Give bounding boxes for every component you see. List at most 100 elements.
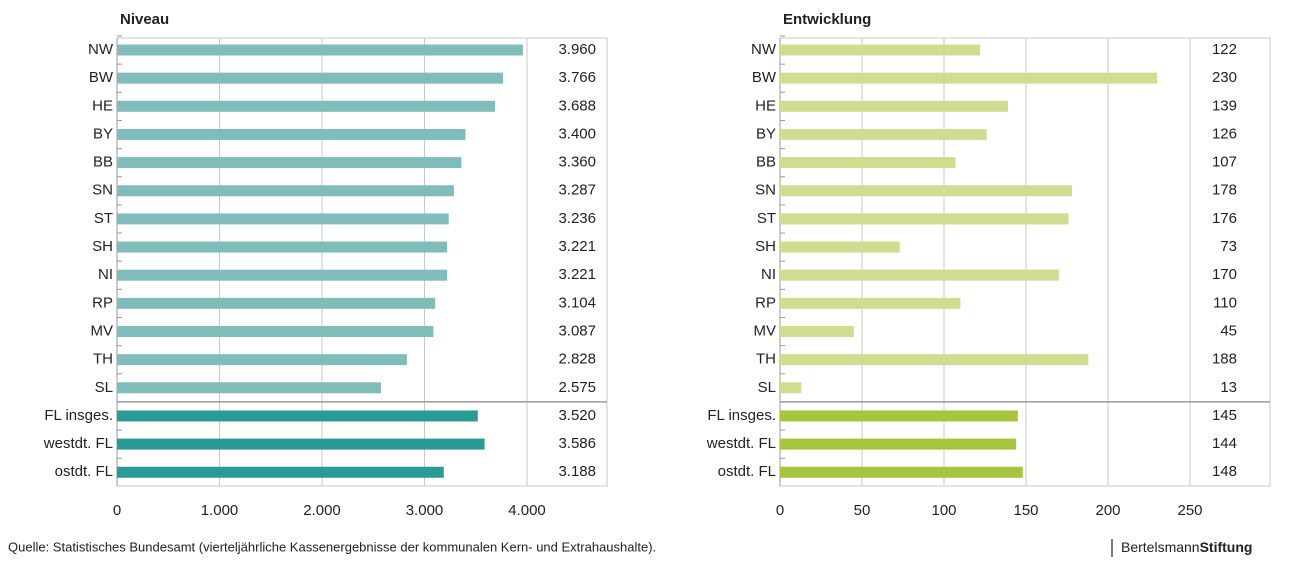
y-tick-label: TH bbox=[756, 351, 776, 368]
value-label: 45 bbox=[1220, 322, 1237, 339]
y-tick-label: NI bbox=[98, 266, 113, 283]
value-label: 3.104 bbox=[558, 294, 596, 311]
bar bbox=[780, 269, 1059, 281]
value-label: 3.766 bbox=[558, 69, 596, 86]
x-tick-label: 100 bbox=[931, 502, 956, 519]
bar bbox=[780, 157, 956, 169]
x-tick-label: 4.000 bbox=[508, 502, 546, 519]
value-label: 2.828 bbox=[558, 351, 596, 368]
value-label: 3.221 bbox=[558, 266, 596, 283]
y-tick-label: SH bbox=[755, 238, 776, 255]
value-label: 3.688 bbox=[558, 97, 596, 114]
y-tick-label: MV bbox=[91, 322, 114, 339]
y-tick-label: FL insges. bbox=[707, 407, 776, 424]
x-tick-label: 3.000 bbox=[406, 502, 444, 519]
y-tick-label: westdt. FL bbox=[43, 435, 113, 452]
bar bbox=[780, 438, 1017, 450]
value-label: 3.586 bbox=[558, 435, 596, 452]
y-tick-label: ostdt. FL bbox=[55, 463, 113, 480]
y-tick-label: HE bbox=[92, 97, 113, 114]
value-label: 148 bbox=[1212, 463, 1237, 480]
chart-title: Niveau bbox=[120, 11, 169, 28]
y-tick-label: ostdt. FL bbox=[718, 463, 776, 480]
bar bbox=[780, 241, 900, 253]
y-tick-label: westdt. FL bbox=[706, 435, 776, 452]
y-tick-label: SL bbox=[95, 379, 113, 396]
y-tick-label: NW bbox=[88, 41, 114, 58]
bar bbox=[780, 100, 1008, 112]
bar bbox=[780, 326, 854, 337]
y-tick-label: BB bbox=[93, 154, 113, 171]
y-tick-label: TH bbox=[93, 351, 113, 368]
y-tick-label: BW bbox=[89, 69, 114, 86]
x-tick-label: 1.000 bbox=[201, 502, 239, 519]
bar bbox=[117, 326, 434, 337]
value-label: 107 bbox=[1212, 154, 1237, 171]
bar bbox=[117, 241, 448, 253]
bar bbox=[117, 466, 444, 478]
value-label: 122 bbox=[1212, 41, 1237, 58]
value-label: 2.575 bbox=[558, 379, 596, 396]
value-label: 3.360 bbox=[558, 154, 596, 171]
bar bbox=[780, 382, 802, 394]
y-tick-label: BW bbox=[752, 69, 777, 86]
value-label: 188 bbox=[1212, 351, 1237, 368]
value-label: 176 bbox=[1212, 210, 1237, 227]
value-label: 145 bbox=[1212, 407, 1237, 424]
value-label: 170 bbox=[1212, 266, 1237, 283]
bar bbox=[117, 269, 448, 281]
y-tick-label: RP bbox=[92, 294, 113, 311]
value-label: 3.188 bbox=[558, 463, 596, 480]
value-label: 3.400 bbox=[558, 125, 596, 142]
source-note: Quelle: Statistisches Bundesamt (viertel… bbox=[8, 539, 656, 554]
x-tick-label: 0 bbox=[776, 502, 784, 519]
brand-logo: BertelsmannStiftung bbox=[1121, 539, 1252, 555]
x-tick-label: 2.000 bbox=[303, 502, 341, 519]
value-label: 110 bbox=[1213, 294, 1237, 311]
value-label: 3.236 bbox=[558, 210, 596, 227]
bar bbox=[117, 213, 449, 225]
bar bbox=[117, 100, 496, 112]
y-tick-label: BY bbox=[756, 125, 776, 142]
value-label: 126 bbox=[1212, 125, 1237, 142]
bar bbox=[117, 354, 407, 366]
value-label: 3.287 bbox=[558, 182, 596, 199]
y-tick-label: MV bbox=[754, 322, 777, 339]
bar bbox=[117, 128, 466, 140]
bar bbox=[780, 185, 1072, 197]
bar bbox=[780, 44, 981, 56]
x-tick-label: 0 bbox=[113, 502, 121, 519]
y-tick-label: SN bbox=[92, 182, 113, 199]
value-label: 3.520 bbox=[558, 407, 596, 424]
value-label: 144 bbox=[1212, 435, 1237, 452]
bar bbox=[117, 185, 454, 197]
value-label: 73 bbox=[1220, 238, 1237, 255]
chart-title: Entwicklung bbox=[783, 11, 871, 28]
y-tick-label: ST bbox=[757, 210, 776, 227]
bar bbox=[780, 410, 1018, 422]
bar bbox=[117, 438, 485, 450]
bar bbox=[117, 72, 504, 84]
bar bbox=[117, 44, 523, 56]
bar bbox=[780, 128, 987, 140]
value-label: 3.960 bbox=[558, 41, 596, 58]
y-tick-label: RP bbox=[755, 294, 776, 311]
y-tick-label: SH bbox=[92, 238, 113, 255]
value-label: 139 bbox=[1212, 97, 1237, 114]
value-label: 13 bbox=[1220, 379, 1237, 396]
bar bbox=[780, 466, 1023, 478]
x-tick-label: 250 bbox=[1177, 502, 1202, 519]
bar bbox=[780, 297, 961, 309]
bar bbox=[117, 297, 436, 309]
y-tick-label: BB bbox=[756, 154, 776, 171]
y-tick-label: SL bbox=[758, 379, 776, 396]
x-tick-label: 150 bbox=[1013, 502, 1038, 519]
bar bbox=[780, 354, 1089, 366]
bar bbox=[117, 410, 478, 422]
bar bbox=[780, 213, 1069, 225]
y-tick-label: SN bbox=[755, 182, 776, 199]
y-tick-label: NW bbox=[751, 41, 777, 58]
value-label: 3.221 bbox=[558, 238, 596, 255]
y-tick-label: FL insges. bbox=[44, 407, 113, 424]
